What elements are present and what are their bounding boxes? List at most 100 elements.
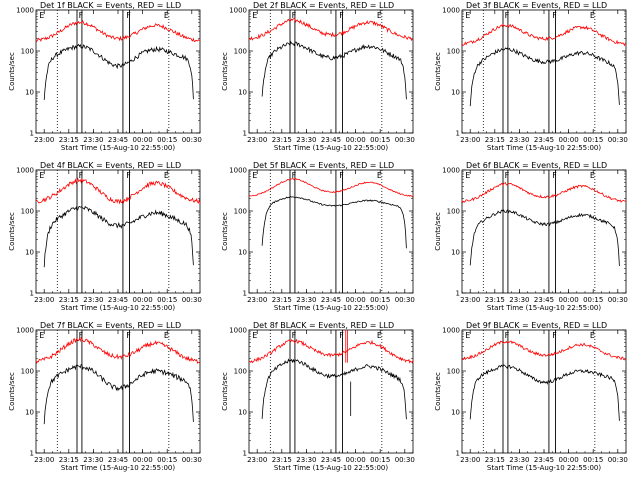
- x-tick-label: 23:45: [108, 136, 128, 144]
- y-axis-label: Counts/sec: [434, 372, 442, 411]
- x-axis-label: Start Time (15-Aug-10 22:55:00): [61, 304, 175, 312]
- plot-frame: [248, 169, 414, 294]
- y-tick-label: 1: [243, 130, 247, 138]
- x-tick-label: 23:30: [83, 456, 103, 464]
- segment-marker-label: E: [590, 11, 595, 20]
- segment-marker-label: F: [292, 171, 297, 180]
- segment-marker-label: E: [39, 331, 44, 340]
- y-tick-label: 1: [456, 290, 460, 298]
- x-tick-label: 00:00: [133, 456, 153, 464]
- panel-title: Det 3f BLACK = Events, RED = LLD: [466, 1, 607, 10]
- panel-det-2: Det 2f BLACK = Events, RED = LLD 1 10 100 10…: [221, 1, 415, 152]
- x-tick-label: 23:15: [272, 136, 292, 144]
- y-tick-label: 100: [234, 208, 247, 216]
- y-axis-label: Counts/sec: [434, 52, 442, 91]
- plot-frame: [35, 169, 201, 294]
- x-axis-label: Start Time (15-Aug-10 22:55:00): [61, 144, 175, 152]
- segment-marker-label: F: [339, 11, 344, 20]
- x-tick-label: 23:00: [460, 136, 480, 144]
- y-tick-label: 100: [447, 368, 460, 376]
- y-axis-label: Counts/sec: [8, 372, 16, 411]
- segment-marker-label: F: [79, 331, 84, 340]
- y-tick-label: 100: [21, 368, 34, 376]
- x-tick-label: 23:45: [321, 296, 341, 304]
- segment-marker-label: F: [552, 11, 557, 20]
- segment-marker-label: E: [465, 331, 470, 340]
- x-tick-label: 23:30: [296, 456, 316, 464]
- segment-marker-label: F: [339, 171, 344, 180]
- panel-title: Det 4f BLACK = Events, RED = LLD: [40, 161, 181, 170]
- x-tick-label: 23:15: [485, 136, 505, 144]
- x-tick-label: 23:45: [534, 296, 554, 304]
- x-axis-label: Start Time (15-Aug-10 22:55:00): [274, 304, 388, 312]
- y-tick-label: 100: [21, 48, 34, 56]
- y-tick-label: 10: [451, 409, 460, 417]
- y-tick-label: 1: [243, 290, 247, 298]
- x-tick-label: 23:00: [247, 136, 267, 144]
- y-tick-label: 1000: [229, 327, 247, 335]
- segment-marker-label: F: [339, 331, 344, 340]
- segment-marker-label: E: [590, 171, 595, 180]
- x-tick-label: 00:00: [133, 296, 153, 304]
- events-series-line: [469, 47, 620, 107]
- segment-marker-label: F: [552, 331, 557, 340]
- x-tick-label: 00:30: [182, 296, 202, 304]
- x-tick-label: 00:15: [157, 136, 177, 144]
- y-tick-label: 1000: [229, 7, 247, 15]
- segment-marker-label: E: [252, 331, 257, 340]
- x-tick-label: 00:30: [608, 296, 628, 304]
- events-series-line: [43, 364, 194, 425]
- x-axis-label: Start Time (15-Aug-10 22:55:00): [487, 304, 601, 312]
- y-axis-label: Counts/sec: [221, 372, 229, 411]
- lld-series-line: [461, 340, 627, 361]
- plot-frame: [461, 169, 627, 294]
- segment-marker-label: E: [465, 171, 470, 180]
- x-tick-label: 23:30: [509, 456, 529, 464]
- events-series-line: [261, 358, 407, 420]
- panel-det-5: Det 5f BLACK = Events, RED = LLD 1 10 100 10…: [221, 161, 415, 312]
- x-tick-label: 00:00: [133, 136, 153, 144]
- y-axis-label: Counts/sec: [221, 212, 229, 251]
- y-tick-label: 1000: [16, 167, 34, 175]
- y-tick-label: 1000: [16, 7, 34, 15]
- x-tick-label: 00:30: [182, 136, 202, 144]
- events-series-line: [261, 196, 407, 249]
- x-tick-label: 23:00: [34, 456, 54, 464]
- segment-marker-label: E: [465, 11, 470, 20]
- events-series-line: [469, 208, 620, 267]
- y-tick-label: 100: [234, 48, 247, 56]
- panel-det-8: Det 8f BLACK = Events, RED = LLD 1 10 100 10…: [221, 321, 415, 472]
- x-tick-label: 00:00: [346, 136, 366, 144]
- y-tick-label: 10: [451, 89, 460, 97]
- x-tick-label: 00:15: [370, 456, 390, 464]
- y-axis-label: Counts/sec: [434, 212, 442, 251]
- segment-marker-label: E: [164, 331, 169, 340]
- lld-series-line: [248, 338, 414, 364]
- x-tick-label: 23:45: [321, 136, 341, 144]
- panel-title: Det 7f BLACK = Events, RED = LLD: [40, 321, 181, 330]
- segment-marker-label: E: [39, 11, 44, 20]
- x-tick-label: 00:15: [157, 456, 177, 464]
- x-tick-label: 00:00: [346, 296, 366, 304]
- panel-det-1: Det 1f BLACK = Events, RED = LLD 1 10 100 10…: [8, 1, 202, 152]
- x-tick-label: 00:15: [157, 296, 177, 304]
- y-tick-label: 1000: [442, 7, 460, 15]
- segment-marker-label: F: [292, 331, 297, 340]
- x-tick-label: 00:30: [395, 456, 415, 464]
- panel-title: Det 2f BLACK = Events, RED = LLD: [253, 1, 394, 10]
- x-tick-label: 23:30: [83, 296, 103, 304]
- segment-marker-label: F: [79, 171, 84, 180]
- x-tick-label: 23:30: [296, 136, 316, 144]
- x-tick-label: 23:00: [460, 296, 480, 304]
- segment-marker-label: E: [164, 11, 169, 20]
- x-tick-label: 23:45: [534, 456, 554, 464]
- x-axis-label: Start Time (15-Aug-10 22:55:00): [61, 464, 175, 472]
- events-series-line: [469, 364, 620, 421]
- panel-det-3: Det 3f BLACK = Events, RED = LLD 1 10 100 10…: [434, 1, 628, 152]
- panel-title: Det 5f BLACK = Events, RED = LLD: [253, 161, 394, 170]
- y-tick-label: 1: [30, 130, 34, 138]
- lld-series-line: [35, 19, 201, 43]
- events-series-line: [43, 205, 194, 268]
- x-tick-label: 23:30: [296, 296, 316, 304]
